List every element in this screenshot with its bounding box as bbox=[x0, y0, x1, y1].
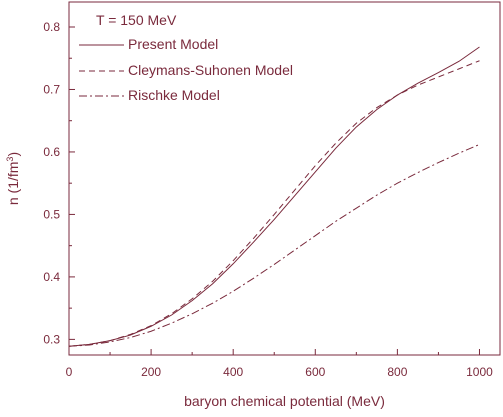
y-tick-label: 0.8 bbox=[43, 20, 60, 34]
x-axis-ticks: 0 200 400 600 800 1000 bbox=[66, 349, 493, 379]
series-line-rischke-model bbox=[68, 143, 480, 347]
y-tick-label: 0.6 bbox=[43, 145, 60, 159]
y-axis-title-main: n (1/fm bbox=[5, 162, 21, 206]
y-axis-title-close: ) bbox=[5, 152, 21, 157]
plot-frame bbox=[68, 1, 501, 356]
series-layer bbox=[68, 46, 480, 347]
x-tick-label: 200 bbox=[141, 365, 161, 379]
x-tick-label: 800 bbox=[387, 365, 407, 379]
x-tick-label: 600 bbox=[305, 365, 325, 379]
series-line-cleymans-suhonen-model bbox=[68, 60, 480, 347]
temperature-annotation: T = 150 MeV bbox=[96, 12, 177, 28]
legend-label: Cleymans-Suhonen Model bbox=[128, 62, 293, 78]
y-tick-label: 0.5 bbox=[43, 207, 60, 221]
legend-label: Present Model bbox=[128, 36, 218, 52]
y-tick-label: 0.7 bbox=[43, 82, 60, 96]
legend: Present Model Cleymans-Suhonen Model Risch… bbox=[79, 36, 293, 103]
plot-area bbox=[68, 1, 501, 356]
y-axis-ticks: 0.3 0.4 0.5 0.6 0.7 0.8 bbox=[43, 20, 75, 346]
series-line-present-model bbox=[68, 46, 480, 347]
legend-label: Rischke Model bbox=[128, 87, 220, 103]
x-axis-title: baryon chemical potential (MeV) bbox=[184, 393, 385, 409]
y-axis-title: n (1/fm3) bbox=[5, 152, 21, 205]
y-tick-label: 0.3 bbox=[43, 332, 60, 346]
y-tick-label: 0.4 bbox=[43, 270, 60, 284]
y-axis-title-superscript: 3 bbox=[5, 157, 15, 162]
x-tick-label: 400 bbox=[223, 365, 243, 379]
x-tick-label: 0 bbox=[66, 365, 73, 379]
x-tick-label: 1000 bbox=[466, 365, 493, 379]
